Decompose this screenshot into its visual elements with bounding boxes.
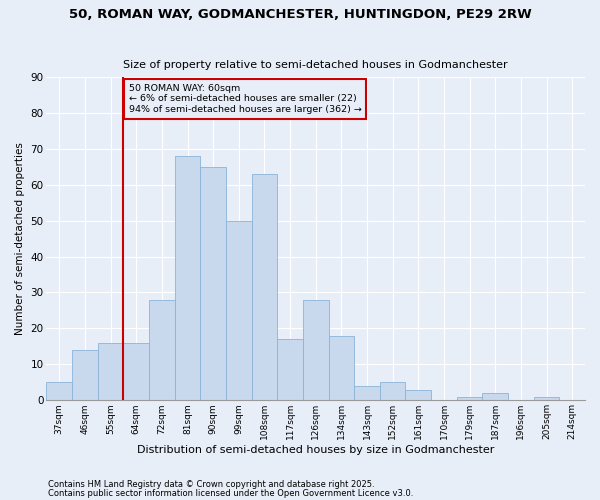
Bar [380,382,406,400]
Text: Contains HM Land Registry data © Crown copyright and database right 2025.: Contains HM Land Registry data © Crown c… [48,480,374,489]
Bar [175,156,200,400]
Bar [277,339,303,400]
Bar [329,336,354,400]
Bar [482,393,508,400]
Y-axis label: Number of semi-detached properties: Number of semi-detached properties [15,142,25,335]
Bar [72,350,98,401]
Bar [46,382,72,400]
Bar [251,174,277,400]
Bar [226,220,251,400]
Bar [534,396,559,400]
X-axis label: Distribution of semi-detached houses by size in Godmanchester: Distribution of semi-detached houses by … [137,445,494,455]
Text: Contains public sector information licensed under the Open Government Licence v3: Contains public sector information licen… [48,489,413,498]
Bar [303,300,329,400]
Bar [457,396,482,400]
Text: 50 ROMAN WAY: 60sqm
← 6% of semi-detached houses are smaller (22)
94% of semi-de: 50 ROMAN WAY: 60sqm ← 6% of semi-detache… [128,84,361,114]
Bar [98,343,124,400]
Bar [354,386,380,400]
Text: 50, ROMAN WAY, GODMANCHESTER, HUNTINGDON, PE29 2RW: 50, ROMAN WAY, GODMANCHESTER, HUNTINGDON… [68,8,532,20]
Title: Size of property relative to semi-detached houses in Godmanchester: Size of property relative to semi-detach… [124,60,508,70]
Bar [124,343,149,400]
Bar [149,300,175,400]
Bar [406,390,431,400]
Bar [200,166,226,400]
